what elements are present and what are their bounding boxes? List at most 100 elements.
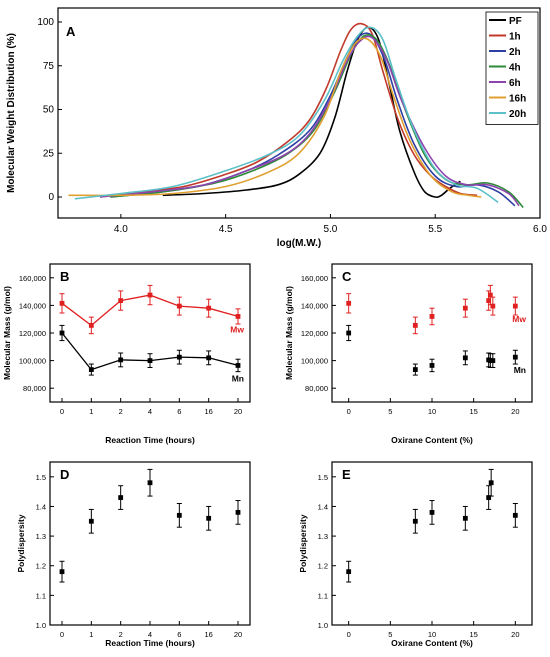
y-tick-label: 0 bbox=[48, 192, 54, 203]
panel-b: B Reaction Time (hours) Molecular Mass (g/… bbox=[2, 263, 251, 445]
y-tick-label: 1.3 bbox=[318, 532, 328, 541]
x-axis-title-d: Reaction Time (hours) bbox=[105, 638, 195, 648]
data-mn-point bbox=[147, 358, 153, 363]
x-tick-label: 10 bbox=[428, 407, 436, 416]
series-label-mn: Mn bbox=[514, 365, 526, 375]
series-line-16h bbox=[68, 37, 482, 198]
data-mn-point bbox=[206, 355, 212, 361]
y-axis-title-c: Molecular Mass (g/mol) bbox=[284, 286, 294, 380]
panel-d: D Reaction Time (hours) Polydispersity 1.0 1… bbox=[16, 461, 251, 648]
data-mw-point bbox=[59, 300, 65, 306]
legend-label-pf: PF bbox=[509, 16, 522, 27]
plot-frame-b bbox=[49, 263, 251, 403]
data-mn-point bbox=[59, 330, 65, 336]
panel-label-c: C bbox=[342, 269, 352, 284]
data-mn-point bbox=[490, 358, 496, 363]
data-mw-point bbox=[346, 300, 352, 306]
legend-box bbox=[485, 11, 539, 125]
x-tick-label: 0 bbox=[60, 407, 64, 416]
y-tick-label: 1.3 bbox=[36, 532, 46, 541]
x-tick-label: 20 bbox=[511, 630, 519, 639]
curves-a bbox=[68, 22, 524, 209]
series-label-mn: Mn bbox=[232, 373, 244, 383]
data-pdi-point bbox=[412, 518, 418, 524]
y-tick-label: 1.2 bbox=[318, 562, 328, 571]
y-tick-label: 1.1 bbox=[318, 591, 328, 600]
x-tick-label: 4 bbox=[148, 407, 152, 416]
data-mw-point bbox=[147, 292, 153, 298]
legend-label-2h: 2h bbox=[509, 47, 521, 58]
data-mn-point bbox=[412, 367, 418, 372]
series-line-1h bbox=[99, 22, 478, 198]
data-mn-point bbox=[235, 363, 241, 368]
y-tick-label: 80,000 bbox=[23, 384, 46, 393]
y-tick-label: 100,000 bbox=[19, 357, 46, 366]
plot-frame-e bbox=[331, 461, 533, 626]
x-tick-label: 0 bbox=[347, 630, 351, 639]
series-label-mw: Mw bbox=[230, 324, 244, 334]
x-axis-title-b: Reaction Time (hours) bbox=[105, 435, 195, 445]
plot-frame-c bbox=[331, 263, 533, 403]
y-tick-label: 100,000 bbox=[301, 357, 328, 366]
legend-a: PF 1h 2h 4h 6h 16h 20h bbox=[485, 11, 539, 125]
x-tick-label: 20 bbox=[511, 407, 519, 416]
data-mw-point bbox=[206, 305, 212, 311]
x-tick-label: 16 bbox=[204, 630, 212, 639]
x-tick-label: 15 bbox=[469, 630, 477, 639]
x-tick-label: 1 bbox=[89, 630, 93, 639]
y-axis-title-e: Polydispersity bbox=[298, 514, 308, 572]
x-tick-label: 4.5 bbox=[219, 224, 233, 235]
data-pdi-point bbox=[429, 509, 435, 515]
y-tick-label: 120,000 bbox=[301, 329, 328, 338]
data-mn-point bbox=[346, 330, 352, 336]
y-axis-title-d: Polydispersity bbox=[16, 514, 26, 572]
y-tick-label: 1.5 bbox=[318, 473, 328, 482]
x-tick-label: 2 bbox=[119, 407, 123, 416]
legend-label-20h: 20h bbox=[509, 109, 526, 120]
data-mw-point bbox=[118, 298, 124, 303]
data-pdi-point bbox=[512, 512, 518, 518]
x-tick-label: 5.0 bbox=[323, 224, 337, 235]
panel-label-b: B bbox=[60, 269, 69, 284]
data-pdi-point bbox=[206, 515, 212, 521]
data-mw-point bbox=[412, 323, 418, 328]
panel-e: E Oxirane Content (%) Polydispersity 1.0 1.1… bbox=[298, 461, 533, 648]
x-tick-label: 20 bbox=[234, 407, 242, 416]
panel-c: C Oxirane Content (%) Molecular Mass (g/mo… bbox=[284, 263, 533, 445]
data-mw-point bbox=[235, 314, 241, 319]
y-tick-label: 50 bbox=[43, 105, 55, 116]
data-pdi-point bbox=[488, 480, 494, 486]
data-mw-point bbox=[486, 298, 492, 303]
y-tick-label: 1.5 bbox=[36, 473, 46, 482]
x-tick-label: 1 bbox=[89, 407, 93, 416]
data-pdi-point bbox=[346, 569, 352, 575]
x-tick-label: 2 bbox=[119, 630, 123, 639]
data-pdi-point bbox=[235, 509, 241, 515]
data-mn-point bbox=[429, 363, 435, 368]
x-tick-label: 0 bbox=[60, 630, 64, 639]
data-mw-point bbox=[512, 303, 518, 309]
data-pdi-point bbox=[59, 569, 65, 575]
y-tick-label: 1.0 bbox=[318, 621, 328, 630]
y-tick-label: 140,000 bbox=[19, 301, 46, 310]
data-mw-point bbox=[429, 314, 435, 319]
legend-label-16h: 16h bbox=[509, 94, 526, 105]
data-mn-point bbox=[176, 354, 182, 360]
y-tick-label: 1.4 bbox=[318, 502, 328, 511]
y-tick-label: 120,000 bbox=[19, 329, 46, 338]
data-pdi-point bbox=[462, 515, 468, 521]
data-pdi-point bbox=[118, 495, 124, 500]
legend-label-1h: 1h bbox=[509, 32, 521, 43]
data-pdi-point bbox=[88, 518, 94, 524]
data-mw-point bbox=[490, 303, 496, 309]
data-mw-point bbox=[176, 303, 182, 309]
x-tick-label: 10 bbox=[428, 630, 436, 639]
y-tick-label: 25 bbox=[43, 148, 55, 159]
x-tick-label: 5.5 bbox=[428, 224, 442, 235]
x-tick-label: 16 bbox=[204, 407, 212, 416]
data-pdi-point bbox=[486, 495, 492, 500]
y-tick-label: 100 bbox=[37, 17, 54, 28]
data-mn-point bbox=[88, 367, 94, 372]
